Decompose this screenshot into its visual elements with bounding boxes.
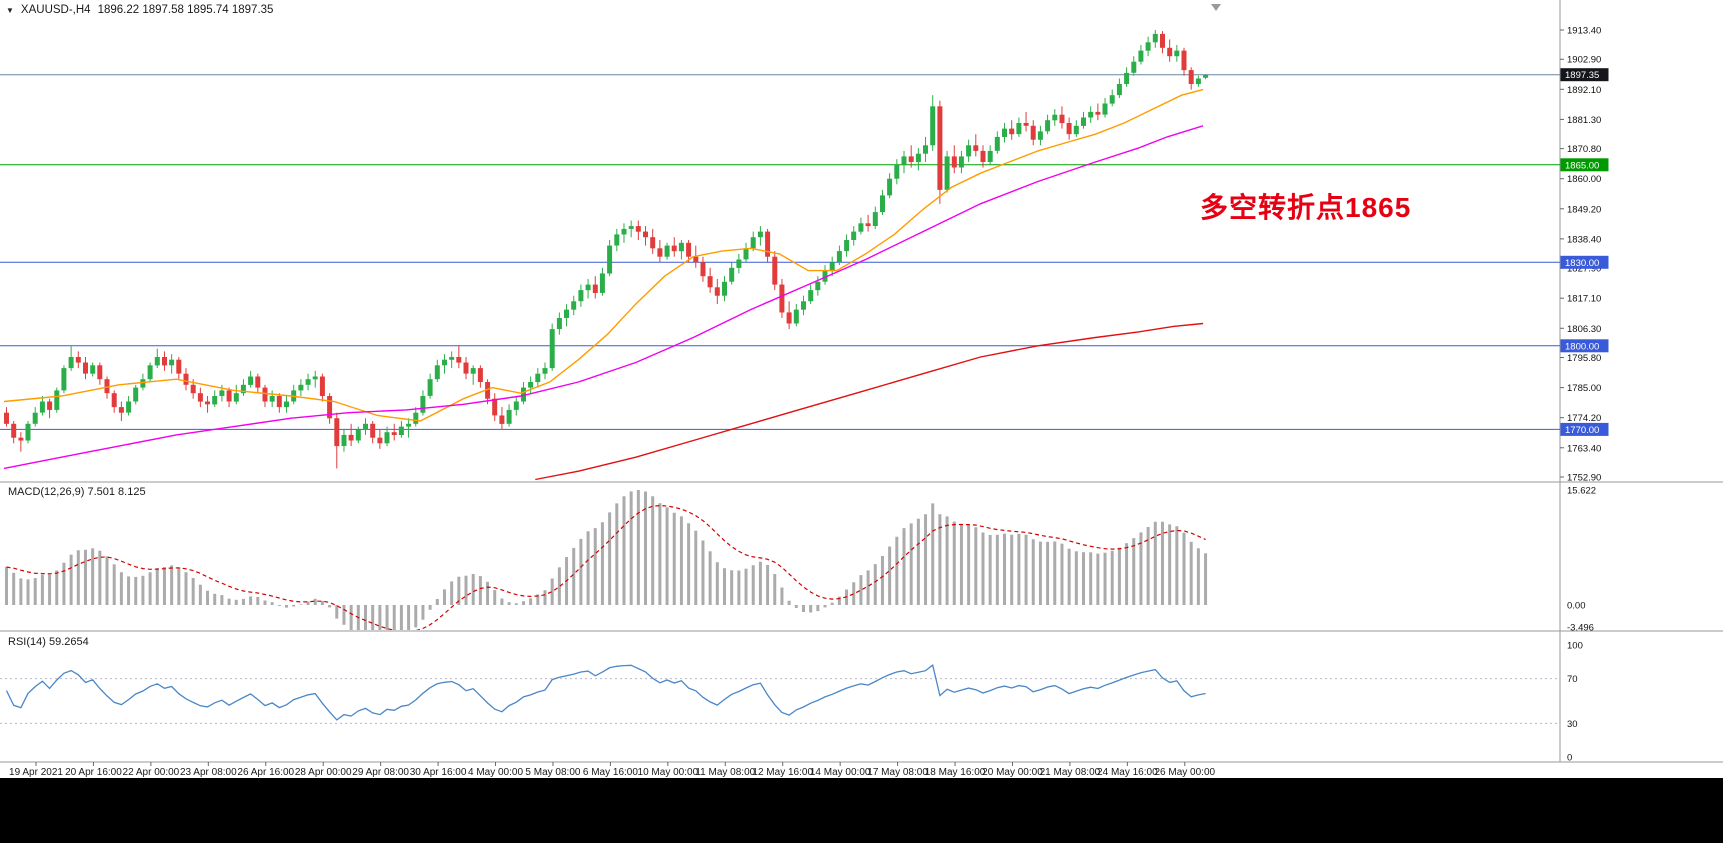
rsi-tick-label: 100 [1567,641,1583,652]
price-tick-label: 1827.90 [1567,264,1601,275]
time-tick-label: 11 May 08:00 [695,767,755,778]
time-tick-label: 6 May 16:00 [583,767,638,778]
svg-text:1830.00: 1830.00 [1565,258,1599,269]
time-tick-label: 17 May 08:00 [867,767,928,778]
macd-pane [5,490,1208,630]
time-tick-label: 28 Apr 00:00 [295,767,352,778]
time-tick-label: 10 May 00:00 [638,767,699,778]
time-tick-label: 19 Apr 2021 [9,767,63,778]
pane-separators [0,0,1723,763]
time-tick-label: 22 Apr 00:00 [123,767,180,778]
rsi-tick-label: 0 [1567,753,1572,764]
time-tick-label: 26 May 00:00 [1154,767,1215,778]
rsi-tick-label: 30 [1567,719,1578,730]
symbol-dropdown-icon[interactable]: ▼ [6,5,14,15]
price-tick-label: 1774.20 [1567,413,1601,424]
time-tick-label: 30 Apr 16:00 [410,767,467,778]
price-tick-label: 1913.40 [1567,26,1601,37]
price-box-1800.00 [1560,339,1609,353]
time-tick-label: 29 Apr 08:00 [352,767,409,778]
chart-canvas[interactable]: 1913.40 1902.90 1892.10 1881.30 1870.80 1860.… [0,0,1723,778]
time-tick-label: 21 May 08:00 [1040,767,1101,778]
annotation-text: 多空转折点1865 [1200,192,1412,223]
time-tick-label: 26 Apr 16:00 [237,767,294,778]
price-tick-label: 1752.90 [1567,473,1601,484]
ma-mid-magenta-line [3,125,1204,470]
macd-tick-label: 0.00 [1567,601,1586,612]
symbol-timeframe-label: XAUUSD-,H4 [20,4,91,16]
price-tick-label: 1785.00 [1567,383,1601,394]
price-tick-label: 1881.30 [1567,115,1601,126]
time-tick-label: 5 May 08:00 [525,767,580,778]
price-tick-label: 1763.40 [1567,443,1601,454]
price-tick-label: 1838.40 [1567,234,1601,245]
svg-text:1800.00: 1800.00 [1565,341,1599,352]
price-tick-label: 1795.80 [1567,353,1601,364]
ma-slow-red-line [535,322,1204,481]
price-tick-label: 1806.30 [1567,324,1601,335]
price-box-1770.00 [1560,422,1609,436]
price-box-1897.35 [1560,68,1609,82]
time-tick-label: 20 May 00:00 [982,767,1043,778]
price-tick-label: 1860.00 [1567,174,1601,185]
price-tick-label: 1902.90 [1567,55,1601,66]
svg-text:1865.00: 1865.00 [1565,160,1599,171]
ma-fast-orange-line [3,88,1204,422]
time-scale[interactable]: 19 Apr 2021 20 Apr 16:00 22 Apr 00:00 23 Ap… [9,762,1216,778]
macd-indicator-label: MACD(12,26,9) 7.501 8.125 [8,486,146,498]
time-tick-label: 20 Apr 16:00 [65,767,122,778]
svg-text:1770.00: 1770.00 [1565,425,1599,436]
price-tick-label: 1817.10 [1567,294,1601,305]
price-scale[interactable]: 1913.40 1902.90 1892.10 1881.30 1870.80 1860.… [1560,26,1609,764]
rsi-indicator-label: RSI(14) 59.2654 [8,636,89,648]
bottom-black-panel [0,778,1723,843]
time-tick-label: 12 May 16:00 [752,767,813,778]
time-tick-label: 18 May 16:00 [925,767,986,778]
time-tick-label: 24 May 16:00 [1097,767,1158,778]
time-tick-label: 23 Apr 08:00 [180,767,237,778]
rsi-line [5,663,1206,721]
time-tick-label: 14 May 00:00 [810,767,871,778]
chart-shift-marker-icon[interactable] [1211,4,1221,11]
price-tick-label: 1892.10 [1567,85,1601,96]
price-tick-label: 1870.80 [1567,144,1601,155]
ohlc-values: 1896.22 1897.58 1895.74 1897.35 [97,4,274,16]
symbol-ohlc-bar: ▼ XAUUSD-,H4 1896.22 1897.58 1895.74 189… [6,4,273,16]
rsi-tick-label: 70 [1567,674,1578,685]
price-box-1865.00 [1560,158,1609,172]
candles-layer [4,30,1209,469]
price-box-1830.00 [1560,255,1609,269]
price-tick-label: 1849.20 [1567,204,1601,215]
svg-text:1897.35: 1897.35 [1565,70,1599,81]
macd-tick-label: -3.496 [1567,623,1594,634]
hline-objects[interactable] [0,74,1560,430]
macd-tick-label: 15.622 [1567,486,1596,497]
rsi-pane [0,663,1560,724]
time-tick-label: 4 May 00:00 [468,767,523,778]
